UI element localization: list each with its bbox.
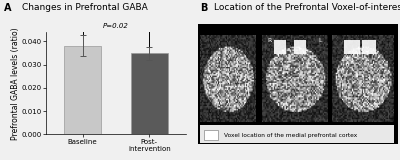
Text: P=0.02: P=0.02 — [103, 23, 129, 29]
Bar — [64, 46, 101, 134]
Bar — [204, 130, 218, 140]
Bar — [362, 40, 376, 54]
Text: Voxel location of the medial prefrontal cortex: Voxel location of the medial prefrontal … — [224, 132, 357, 137]
Bar — [344, 40, 360, 54]
Bar — [294, 40, 306, 54]
Text: Changes in Prefrontal GABA: Changes in Prefrontal GABA — [22, 3, 148, 12]
Text: L: L — [318, 38, 322, 43]
Text: A: A — [4, 3, 12, 13]
Bar — [200, 125, 394, 143]
Text: Location of the Prefrontal Voxel-of-interest: Location of the Prefrontal Voxel-of-inte… — [214, 3, 400, 12]
Bar — [131, 53, 168, 134]
Y-axis label: Prefrontal GABA levels (ratio): Prefrontal GABA levels (ratio) — [11, 27, 20, 140]
Text: R: R — [267, 38, 271, 43]
Text: B: B — [200, 3, 207, 13]
Bar — [274, 40, 286, 54]
